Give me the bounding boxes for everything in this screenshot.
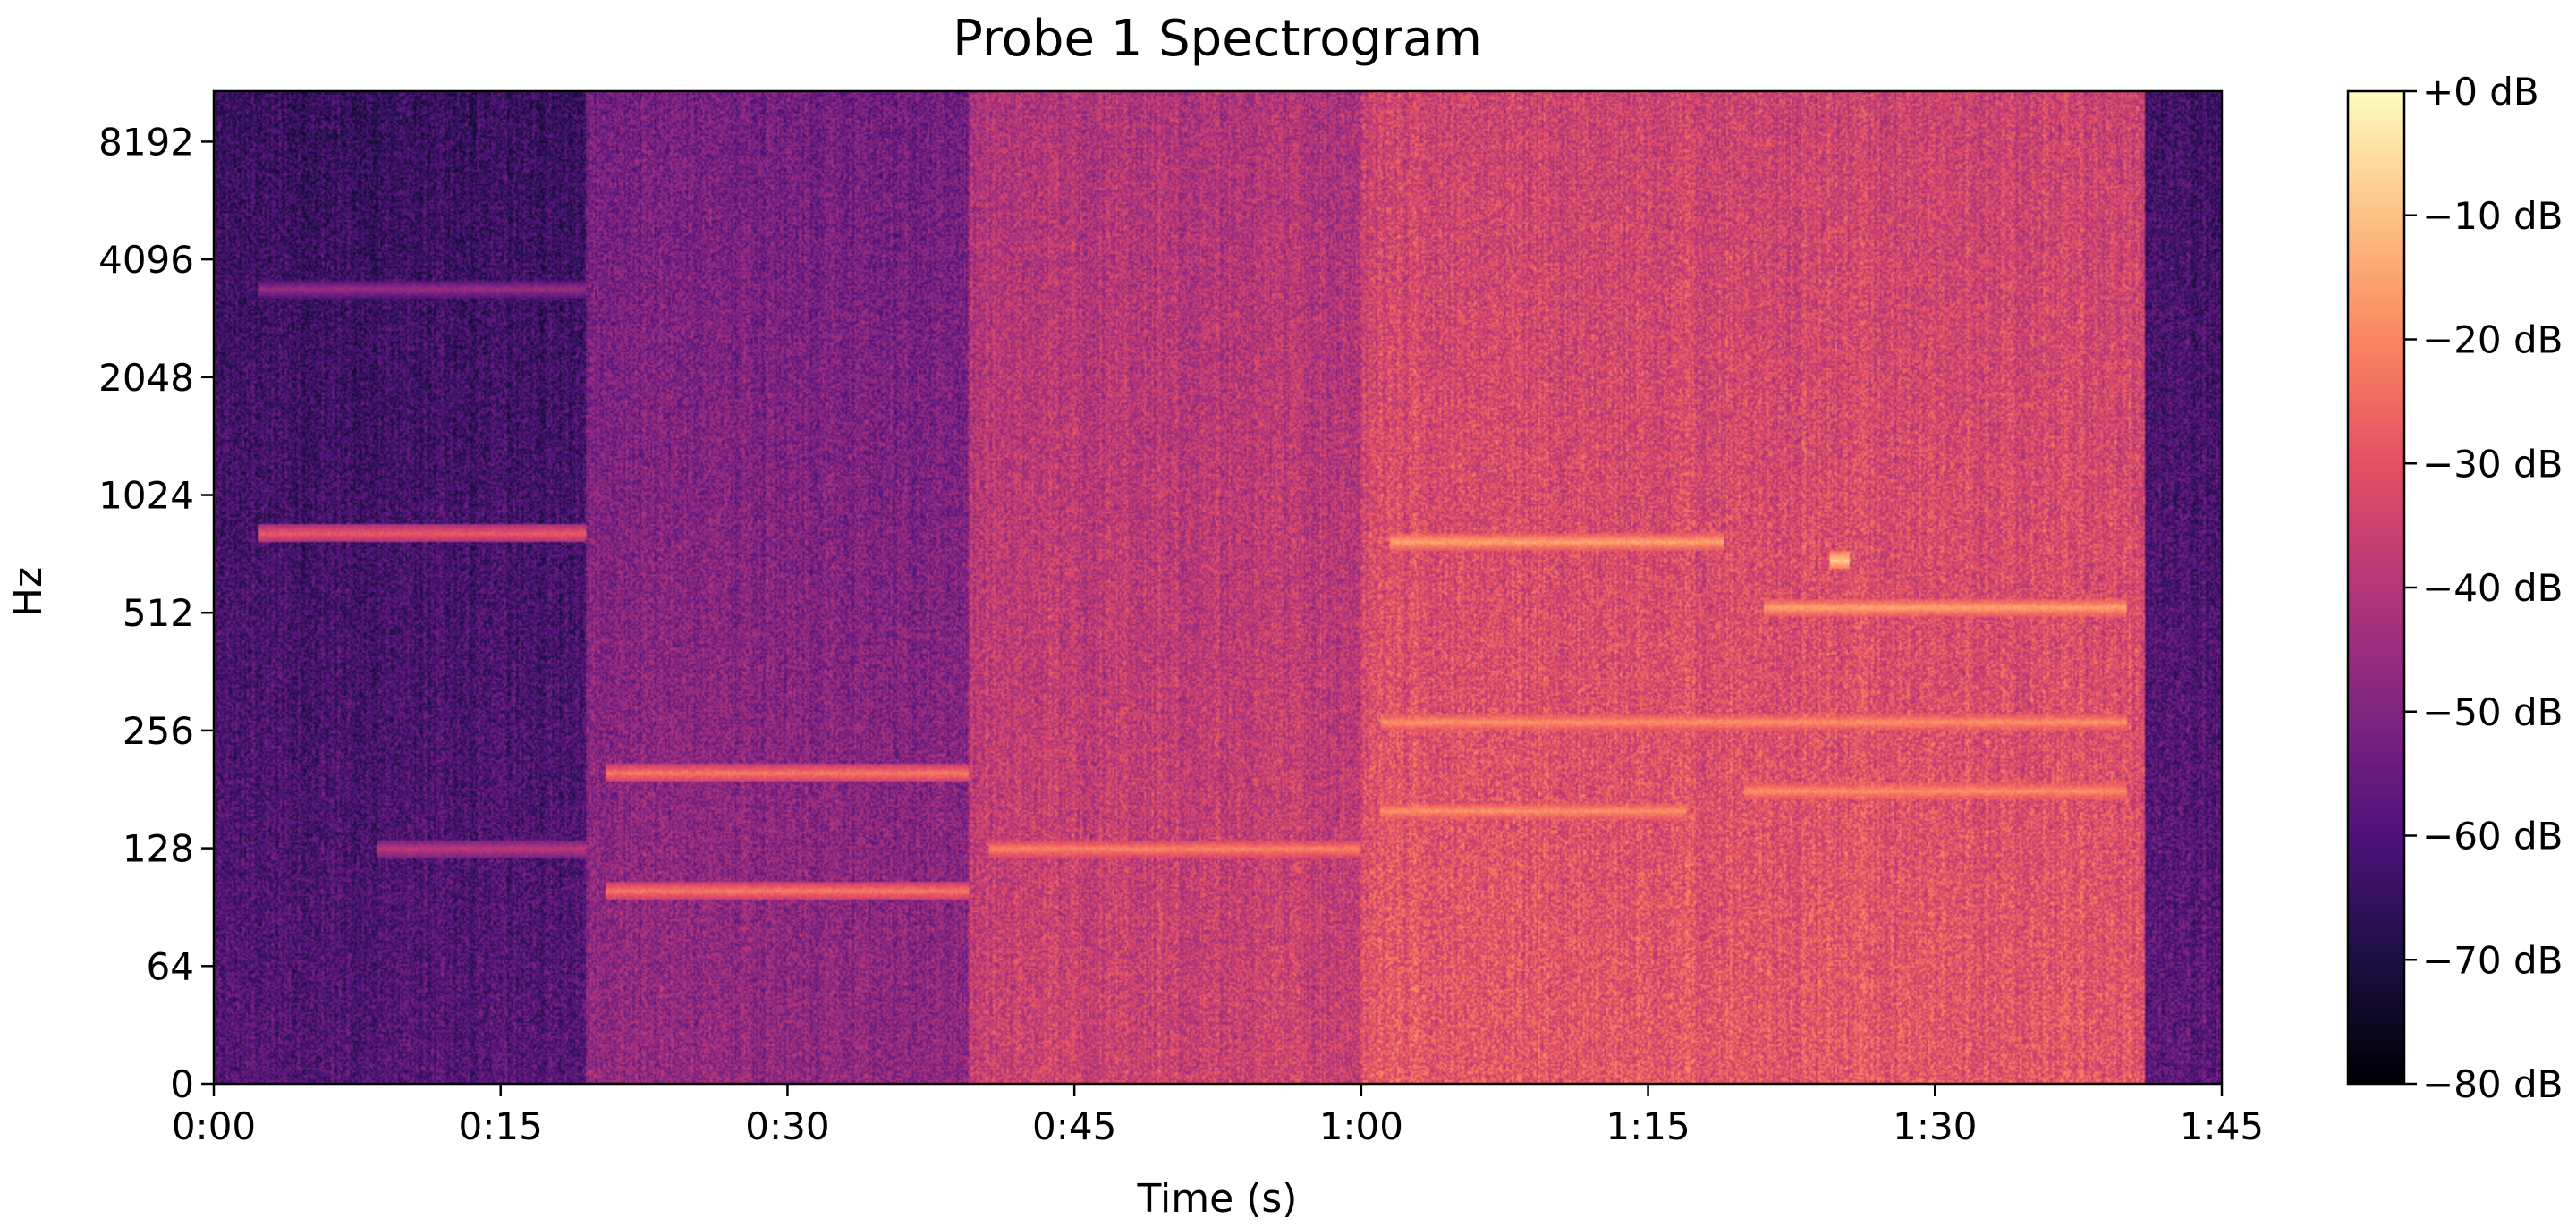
y-tick-label: 4096 <box>98 238 194 282</box>
chart-title: Probe 1 Spectrogram <box>953 10 1482 68</box>
x-tick-label: 0:30 <box>745 1104 829 1148</box>
y-axis-ticks: 0 64 128 256 512 1024 2048 4096 8192 <box>98 120 214 1106</box>
y-tick-label: 0 <box>170 1062 194 1106</box>
plot-frame <box>212 89 2224 1086</box>
colorbar-tick-label: +0 dB <box>2422 70 2539 114</box>
colorbar-tick-label: −50 dB <box>2422 690 2563 734</box>
colorbar-ticks: +0 dB −10 dB −20 dB −30 dB −40 dB −50 dB −60 d… <box>2404 70 2563 1106</box>
colorbar-tick-label: −10 dB <box>2422 194 2563 238</box>
colorbar-tick-label: −40 dB <box>2422 566 2563 610</box>
colorbar-gradient <box>2348 91 2404 1084</box>
x-tick-label: 0:15 <box>459 1104 543 1148</box>
colorbar-tick-label: −70 dB <box>2422 938 2563 982</box>
colorbar-tick-label: −60 dB <box>2422 815 2563 858</box>
colorbar-tick-label: −20 dB <box>2422 318 2563 362</box>
x-axis-label: Time (s) <box>1137 1176 1298 1222</box>
x-tick-label: 1:15 <box>1606 1104 1690 1148</box>
y-tick-label: 1024 <box>98 474 194 518</box>
y-tick-label: 2048 <box>98 356 194 400</box>
x-tick-label: 1:00 <box>1319 1104 1403 1148</box>
spectrogram-heatmap <box>214 91 2222 1084</box>
y-tick-label: 512 <box>123 591 194 635</box>
x-tick-label: 1:30 <box>1893 1104 1977 1148</box>
y-tick-label: 8192 <box>98 120 194 164</box>
colorbar-frame <box>2346 89 2406 1086</box>
colorbar-tick-label: −80 dB <box>2422 1062 2563 1106</box>
y-tick-label: 128 <box>123 827 194 871</box>
x-tick-label: 0:45 <box>1032 1104 1116 1148</box>
colorbar-tick-label: −30 dB <box>2422 442 2563 486</box>
x-axis-ticks: 0:00 0:15 0:30 0:45 1:00 1:15 1:30 1:45 <box>172 1084 2264 1148</box>
x-tick-label: 0:00 <box>172 1104 256 1148</box>
x-tick-label: 1:45 <box>2180 1104 2264 1148</box>
y-axis-label: Hz <box>5 567 51 617</box>
y-tick-label: 64 <box>147 944 194 988</box>
y-tick-label: 256 <box>123 709 194 753</box>
